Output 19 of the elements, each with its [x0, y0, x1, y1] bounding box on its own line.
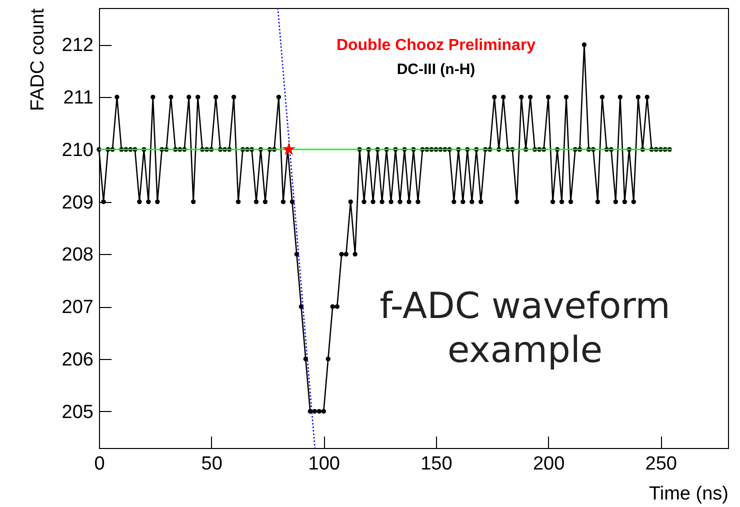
annotation: Double Chooz Preliminary: [336, 37, 536, 54]
x-tick-label: 200: [532, 454, 565, 474]
x-tick-label: 50: [201, 454, 222, 474]
x-tick-label: 0: [94, 454, 105, 474]
y-tick-label: 211: [63, 88, 94, 109]
x-axis-title: Time (ns): [648, 484, 728, 504]
y-axis-title: FADC count: [28, 8, 48, 111]
y-tick-label: 206: [62, 349, 94, 370]
annotation: DC-III (n-H): [396, 61, 476, 78]
y-tick-label: 208: [62, 244, 94, 266]
y-tick-label: 209: [62, 192, 94, 214]
x-tick-label: 150: [420, 454, 452, 474]
y-tick-label: 205: [62, 402, 94, 423]
x-tick-label: 100: [308, 454, 340, 474]
annotation: f-ADC waveform example: [380, 286, 670, 371]
y-tick-label: 207: [62, 297, 94, 318]
x-tick-label: 250: [645, 454, 677, 474]
y-tick-label: 212: [62, 35, 94, 56]
y-tick-label: 210: [62, 140, 94, 161]
